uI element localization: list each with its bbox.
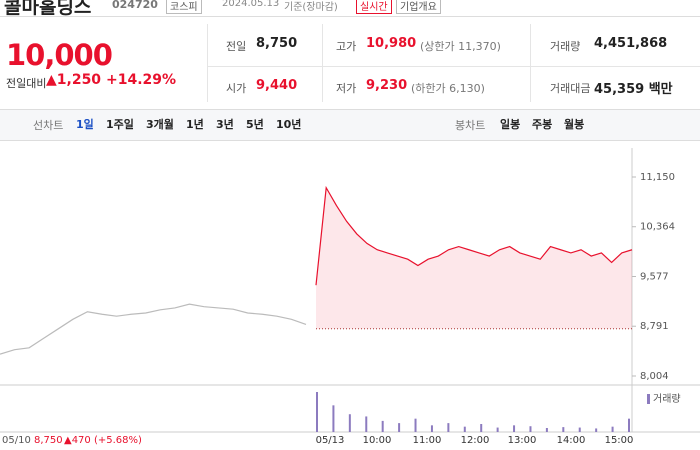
y-tick-label: 8,791 xyxy=(640,321,669,332)
divider xyxy=(0,16,700,17)
change: ▲1,250 xyxy=(46,72,102,88)
date: 2024.05.13 xyxy=(222,0,280,9)
volume-bar xyxy=(414,418,417,432)
period-tab[interactable]: 10년 xyxy=(276,118,302,131)
area-fill xyxy=(316,187,632,329)
realtime-button[interactable]: 실시간 xyxy=(356,0,392,14)
volume-bar xyxy=(332,405,335,432)
volume-bar xyxy=(562,427,565,432)
current-price: 10,000 xyxy=(6,38,113,72)
volume-bar xyxy=(513,425,516,432)
price-line xyxy=(315,185,633,286)
market-tag: 코스피 xyxy=(166,0,202,14)
volume-bar xyxy=(463,426,466,432)
prev-change: ▲470 (+5.68%) xyxy=(64,435,142,446)
period-tab[interactable]: 5년 xyxy=(246,118,264,131)
volume-label: 거래량 xyxy=(653,393,681,405)
volume-bar xyxy=(398,423,401,432)
volume-bar xyxy=(430,425,433,432)
stock-code: 024720 xyxy=(112,0,158,11)
stat-note: (상한가 11,370) xyxy=(420,40,501,53)
volume-bar xyxy=(381,420,384,432)
x-tick-label: 11:00 xyxy=(413,435,442,446)
y-tick-label: 11,150 xyxy=(640,172,675,183)
change-rate: +14.29% xyxy=(106,72,177,88)
volume-bar xyxy=(595,428,598,432)
volume-bar xyxy=(545,428,548,432)
stat-label: 거래량 xyxy=(550,40,581,53)
volume-bar xyxy=(447,423,450,432)
stat-value: 9,230 xyxy=(366,78,408,93)
volume-bar xyxy=(348,414,351,432)
stat-label: 전일 xyxy=(226,40,247,53)
period-tab[interactable]: 1주일 xyxy=(106,118,134,131)
volume-bar xyxy=(628,418,630,432)
chart: 8,004 8,791 9,577 10,364 11,150 거래량 05/10 8,750… xyxy=(0,148,700,446)
stat-value: 10,980 xyxy=(366,36,417,51)
period-tab[interactable]: 3개월 xyxy=(146,118,174,131)
stat-note: (하한가 6,130) xyxy=(411,82,485,95)
period-tab[interactable]: 1일 xyxy=(76,118,94,131)
volume-bar xyxy=(529,426,532,432)
basis: 기준(장마감) xyxy=(284,2,338,13)
candle-tab[interactable]: 주봉 xyxy=(532,118,553,131)
candle-chart-label: 봉차트 xyxy=(455,119,486,132)
volume-bar xyxy=(496,427,499,432)
company-button[interactable]: 기업개요 xyxy=(396,0,441,14)
y-tick-label: 8,004 xyxy=(640,371,669,382)
col-divider xyxy=(530,24,531,102)
x-tick-label: 05/13 xyxy=(316,435,345,446)
volume-legend-swatch xyxy=(647,394,650,404)
volume-bar xyxy=(480,424,483,432)
stock-name: 콜마홀딩스 xyxy=(4,0,92,18)
change-label: 전일대비 xyxy=(6,77,47,90)
line-chart-label: 선차트 xyxy=(33,119,64,132)
col-divider xyxy=(207,24,208,102)
stat-label: 시가 xyxy=(226,82,247,95)
period-tab[interactable]: 1년 xyxy=(186,118,204,131)
stat-value: 9,440 xyxy=(256,78,298,93)
candle-tab[interactable]: 일봉 xyxy=(500,118,521,131)
stat-value: 45,359 백만 xyxy=(594,82,673,97)
period-tab[interactable]: 3년 xyxy=(216,118,234,131)
stat-label: 고가 xyxy=(336,40,357,53)
volume-bar xyxy=(316,392,318,432)
price-line xyxy=(0,303,307,355)
x-tick-label: 13:00 xyxy=(508,435,537,446)
stat-label: 거래대금 xyxy=(550,82,591,95)
prev-close: 8,750 xyxy=(34,435,63,446)
y-tick-label: 10,364 xyxy=(640,222,675,233)
stat-label: 저가 xyxy=(336,82,357,95)
volume-bar xyxy=(365,416,368,432)
tab-bar xyxy=(0,109,700,141)
row-divider xyxy=(208,66,700,67)
prev-date: 05/10 xyxy=(2,435,31,446)
stat-value: 4,451,868 xyxy=(594,36,668,51)
x-tick-label: 14:00 xyxy=(557,435,586,446)
col-divider xyxy=(322,24,323,102)
x-tick-label: 10:00 xyxy=(363,435,392,446)
y-tick-label: 9,577 xyxy=(640,272,669,283)
x-tick-label: 12:00 xyxy=(461,435,490,446)
volume-bar xyxy=(611,426,614,432)
candle-tab[interactable]: 월봉 xyxy=(564,118,585,131)
stat-value: 8,750 xyxy=(256,36,298,51)
volume-bar xyxy=(578,427,581,432)
x-tick-label: 15:00 xyxy=(605,435,634,446)
